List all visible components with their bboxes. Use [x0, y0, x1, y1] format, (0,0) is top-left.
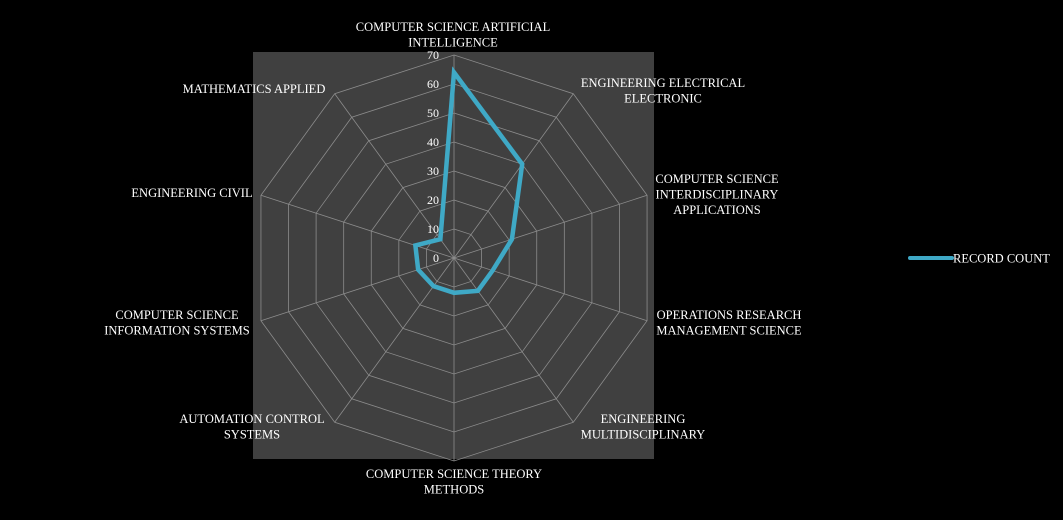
category-label: ENGINEERING CIVIL [131, 186, 252, 200]
legend-label: RECORD COUNT [953, 252, 1050, 266]
tick-label: 30 [427, 164, 439, 178]
grid-spoke [260, 257, 455, 322]
grid-spoke [453, 93, 574, 259]
legend: RECORD COUNT [908, 252, 1050, 266]
tick-label: 60 [427, 77, 439, 91]
grid-layer [260, 54, 648, 462]
category-label: AUTOMATION CONTROL SYSTEMS [179, 412, 324, 442]
tick-label: 10 [427, 222, 439, 236]
category-labels: COMPUTER SCIENCE ARTIFICIAL INTELLIGENCE E… [104, 20, 802, 497]
category-label: ENGINEERING ELECTRICAL ELECTRONIC [581, 76, 745, 106]
category-label: COMPUTER SCIENCE INFORMATION SYSTEMS [104, 308, 250, 338]
series-layer [412, 66, 525, 296]
category-label: MATHEMATICS APPLIED [183, 82, 326, 96]
category-label: COMPUTER SCIENCE THEORY METHODS [366, 467, 542, 497]
tick-label: 0 [433, 251, 439, 265]
grid-spoke [453, 257, 648, 322]
tick-label: 50 [427, 106, 439, 120]
category-label: OPERATIONS RESEARCH MANAGEMENT SCIENCE [656, 308, 802, 338]
grid-spoke [453, 257, 574, 423]
grid-spoke [334, 93, 455, 259]
tick-label: 70 [427, 48, 439, 62]
tick-label: 40 [427, 135, 439, 149]
category-label: COMPUTER SCIENCE ARTIFICIAL INTELLIGENCE [356, 20, 550, 50]
category-label: COMPUTER SCIENCE INTERDISCIPLINARY APPLICA… [655, 172, 779, 217]
radial-axis-ticks: 0 10 20 30 40 50 60 70 [427, 48, 439, 265]
plot-area [253, 52, 654, 459]
grid-spoke [260, 194, 455, 259]
category-label: ENGINEERING MULTIDISCIPLINARY [581, 412, 706, 442]
grid-spoke [453, 194, 648, 259]
tick-label: 20 [427, 193, 439, 207]
